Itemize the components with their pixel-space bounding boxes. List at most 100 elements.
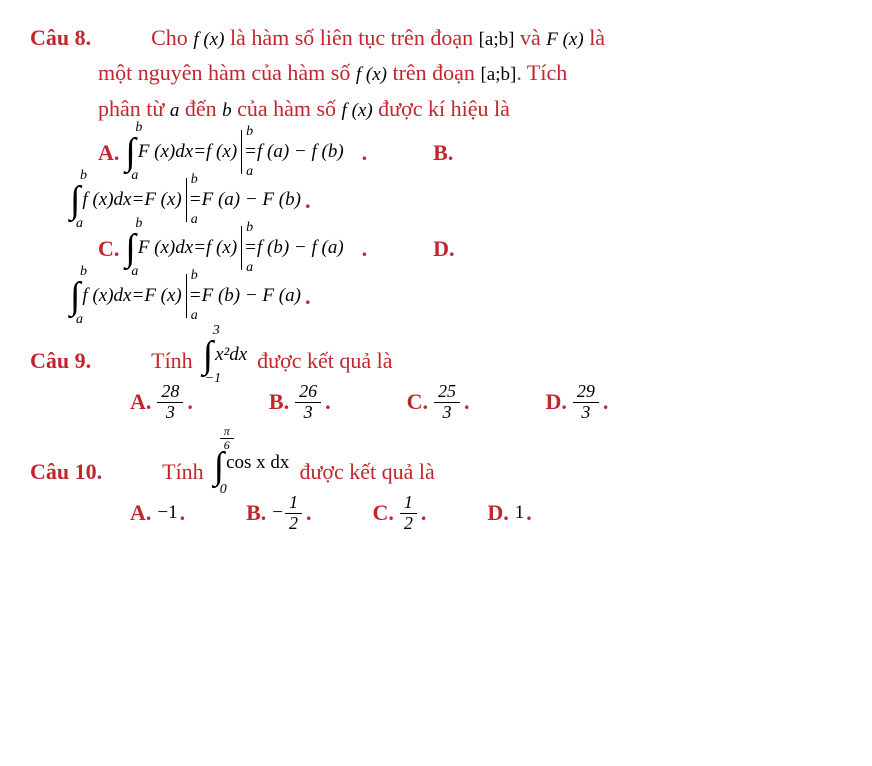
eq2: = (244, 141, 257, 163)
period: . (526, 500, 532, 526)
integral-icon: ∫ π 6 0 (214, 447, 224, 485)
period: . (306, 500, 312, 526)
eq: = (131, 285, 144, 307)
q10-choice-D: D. 1 . (487, 500, 537, 526)
period: . (421, 500, 427, 526)
integral-icon: ∫ b a (70, 277, 80, 315)
eval-lower: a (246, 164, 253, 180)
eq2: = (189, 189, 202, 211)
q9-C-frac: 25 3 (434, 382, 460, 423)
frac-num: 1 (285, 493, 302, 514)
eval-lower: a (191, 212, 198, 228)
q9-choice-A: A. 28 3 . (130, 382, 199, 423)
eq2: = (189, 285, 202, 307)
q9-choice-B: B. 26 3 . (269, 382, 337, 423)
period: . (464, 389, 470, 415)
q8-B-Fx: F (x) (144, 189, 181, 211)
q9-tinh: Tính (151, 348, 193, 374)
q9-choice-D: D. 29 3 . (545, 382, 614, 423)
frac-num: 25 (434, 382, 460, 403)
q8-A-right: f (a) − f (b) (257, 141, 344, 163)
q10-C-label: C. (373, 500, 394, 526)
q10-tinh: Tính (162, 459, 204, 485)
q8-row-C: C. ∫ b a F (x)dx = f (x) b a = f (b) − f… (98, 226, 842, 270)
q8-C-right: f (b) − f (a) (257, 237, 344, 259)
frac-den: 2 (285, 514, 302, 534)
eq: = (193, 141, 206, 163)
frac-den: 3 (434, 403, 460, 423)
q10-label: Câu 10. (30, 459, 102, 485)
q8-Fx1: F (x) (546, 29, 583, 50)
q9-D-label: D. (545, 389, 566, 415)
q8-l2a: một nguyên hàm của hàm số (98, 60, 356, 85)
q8-A-fx: f (x) (206, 141, 237, 163)
q8-t1: Cho (151, 25, 193, 50)
frac-den: 3 (295, 403, 321, 423)
q8-D-right: F (b) − F (a) (202, 285, 301, 307)
int-upper: b (80, 265, 87, 279)
q9-integrand: x²dx (215, 344, 247, 366)
eval-lower: a (246, 260, 253, 276)
period: . (180, 500, 186, 526)
q8-l2ab: [a;b] (480, 64, 516, 85)
eq: = (193, 237, 206, 259)
int-lower: a (131, 265, 138, 279)
q8-l3fx: f (x) (342, 100, 373, 121)
q9-integral: ∫ 3 −1 x²dx (203, 336, 247, 374)
int-upper-frac: π 6 (220, 425, 234, 452)
q8-A-Fxdx: F (x)dx (138, 141, 193, 163)
frac-num: 26 (295, 382, 321, 403)
eval-upper: b (246, 124, 253, 140)
q8-B-right: F (a) − F (b) (202, 189, 301, 211)
int-upper: b (135, 217, 142, 231)
q8-C-label: C. (98, 236, 119, 270)
q8-l3c: của hàm số (232, 96, 342, 121)
q9-D-frac: 29 3 (573, 382, 599, 423)
period: . (603, 389, 609, 415)
question-8: Câu 8.Cho f (x) là hàm số liên tục trên … (30, 20, 842, 318)
q8-line2: một nguyên hàm của hàm số f (x) trên đoạ… (98, 55, 842, 90)
q10-A-val: −1 (157, 502, 177, 524)
q8-D-fxdx: f (x)dx (82, 285, 131, 307)
q8-D-Fx: F (x) (144, 285, 181, 307)
period: . (187, 389, 193, 415)
q10-D-label: D. (487, 500, 508, 526)
eval-upper: b (246, 220, 253, 236)
frac-den: 3 (573, 403, 599, 423)
q8-t3: và (514, 25, 546, 50)
q8-A-label: A. (98, 140, 119, 174)
q8-l3b: đến (179, 96, 222, 121)
q10-tail: được kết quả là (299, 459, 434, 485)
q8-label: Câu 8. (30, 25, 91, 50)
q10-D-val: 1 (515, 502, 525, 524)
q9-C-label: C. (407, 389, 428, 415)
q10-C-frac: 1 2 (400, 493, 417, 534)
q10-choices: A. −1 . B. − 1 2 . C. 1 2 . D. 1 . (130, 493, 842, 534)
q8-l2fx: f (x) (356, 64, 387, 85)
q8-row-D: ∫ b a f (x)dx = F (x) b a = F (b) − F (a… (70, 274, 842, 318)
eval-bar: b a (241, 226, 242, 270)
q10-integral: ∫ π 6 0 cos x dx (214, 441, 290, 485)
q8-C-fx: f (x) (206, 237, 237, 259)
q8-C-Fxdx: F (x)dx (138, 237, 193, 259)
q10-choice-A: A. −1 . (130, 500, 191, 526)
q8-l3va: a (170, 100, 180, 121)
q8-row-B: ∫ b a f (x)dx = F (x) b a = F (a) − F (b… (70, 178, 842, 222)
frac-den: 3 (157, 403, 183, 423)
q8-l3d: được kí hiệu là (373, 96, 510, 121)
q10-stem: Câu 10. Tính ∫ π 6 0 cos x dx được kết q… (30, 441, 842, 485)
frac-den: 2 (400, 514, 417, 534)
q10-B-neg: − (272, 502, 283, 524)
period: . (325, 389, 331, 415)
q9-B-label: B. (269, 389, 289, 415)
eval-bar: b a (186, 178, 187, 222)
q10-choice-B: B. − 1 2 . (246, 493, 317, 534)
q9-tail: được kết quả là (257, 348, 392, 374)
q8-C-period: . (362, 236, 368, 270)
eval-bar: b a (186, 274, 187, 318)
frac-num: π (220, 425, 234, 439)
int-lower: −1 (205, 372, 221, 386)
int-lower: a (131, 169, 138, 183)
q8-B-period: . (305, 188, 311, 222)
q8-A-expr: ∫ b a F (x)dx = f (x) b a = f (a) − f (b… (125, 130, 343, 174)
